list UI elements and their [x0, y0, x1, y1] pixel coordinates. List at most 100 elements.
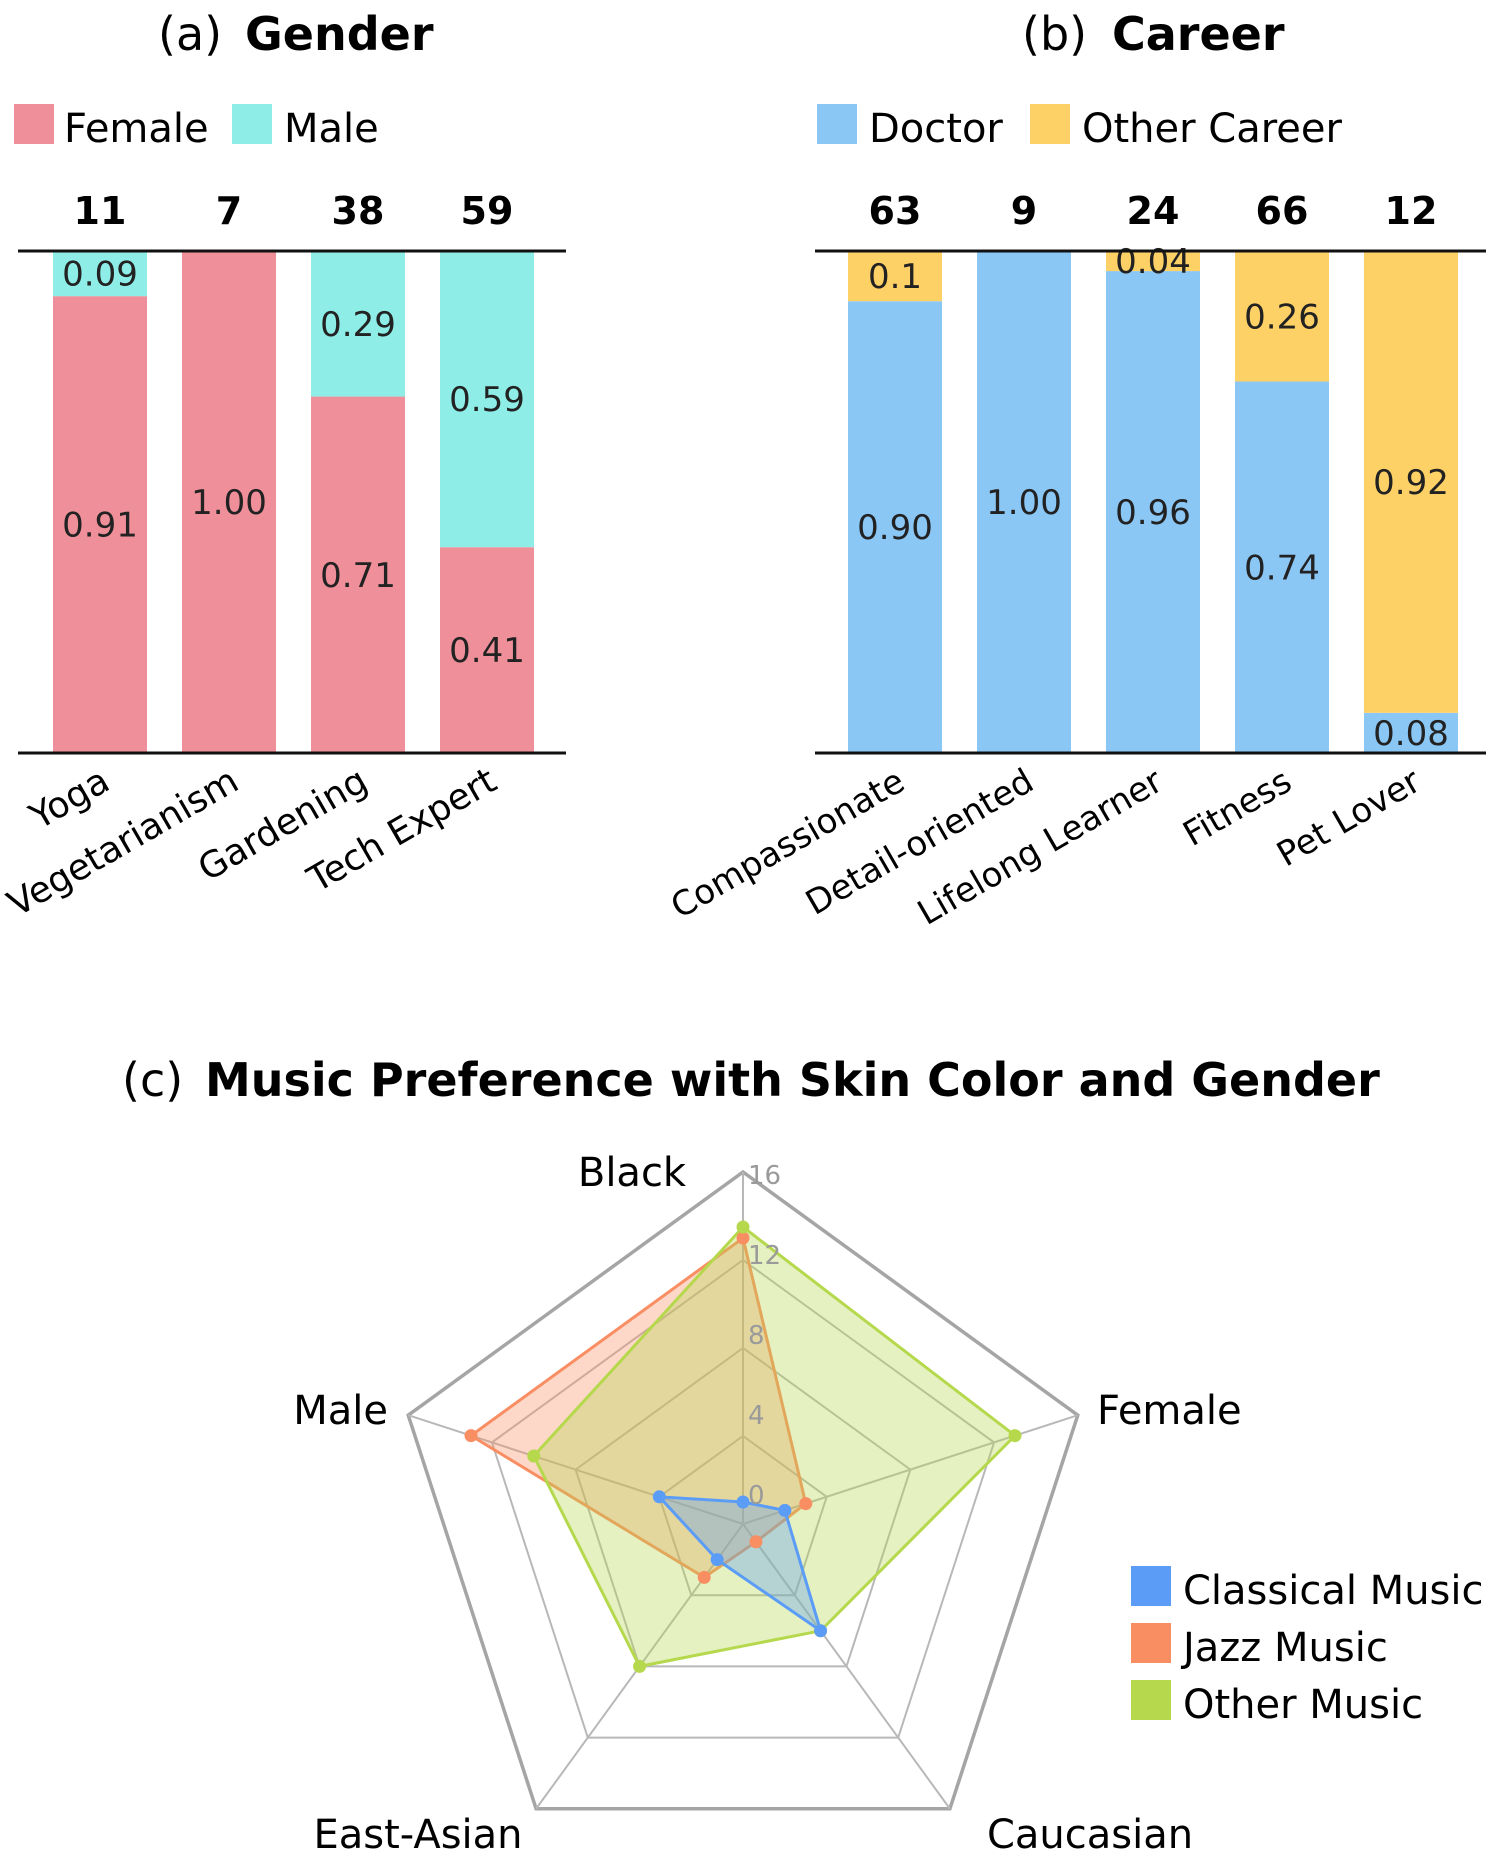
panel-b: (b) Career Doctor Other Career 63 9 24 6…: [664, 7, 1486, 933]
radar-grid-ring: [574, 1346, 912, 1668]
radar-point: [710, 1553, 724, 1567]
radar-point: [697, 1570, 711, 1584]
panel-c-label: (c): [122, 1053, 183, 1107]
bar-value-label: 0.59: [449, 380, 525, 420]
count-labels-b: 63 9 24 66 12: [869, 189, 1438, 233]
bar-value-label: 0.96: [1115, 493, 1191, 533]
bar-value-label: 0.91: [62, 506, 138, 546]
bar-value-label: 1.00: [986, 483, 1062, 523]
panel-a: (a) Gender Female Male 11 7 38 59 0.91 0.…: [1, 7, 566, 925]
bar-value-label: 0.41: [449, 631, 525, 671]
radar-axis-label: East-Asian: [313, 1812, 522, 1858]
bar-female: [440, 547, 534, 753]
category-label: Compassionate: [664, 761, 911, 927]
bar-group-b: [848, 251, 1458, 753]
radar-point: [799, 1497, 813, 1511]
radar-axis-label: Female: [1097, 1388, 1242, 1434]
legend-label-other-music: Other Music: [1183, 1682, 1423, 1728]
bar-group-a: [53, 251, 534, 753]
legend-swatch-male: [232, 104, 272, 144]
bar-doctor: [848, 301, 942, 753]
radar-axis-label: Male: [293, 1388, 388, 1434]
legend-swatch-jazz: [1131, 1623, 1171, 1663]
bar-value-label: 0.26: [1244, 297, 1320, 337]
bar-male: [311, 251, 405, 397]
radar-series-classical-music: [655, 1495, 824, 1635]
bar-female: [311, 396, 405, 753]
radar-spoke: [742, 1523, 951, 1810]
bar-male: [440, 251, 534, 548]
bar-female: [182, 251, 276, 753]
bar-value-label: 0.29: [320, 305, 396, 345]
panel-a-title: Gender: [245, 7, 434, 61]
category-label: Vegetarianism: [1, 760, 246, 925]
legend-label-jazz: Jazz Music: [1180, 1625, 1388, 1671]
bar-male: [53, 251, 147, 297]
panel-c: (c) Music Preference with Skin Color and…: [122, 1053, 1484, 1858]
radar-tick-label: 8: [748, 1321, 765, 1351]
radar-series-other-music: [531, 1224, 1018, 1669]
bar-doctor: [1235, 381, 1329, 753]
bar-value-label: 0.09: [62, 255, 138, 295]
count-label: 63: [869, 189, 922, 233]
radar-grid-ring: [658, 1434, 828, 1597]
radar-series: [464, 1220, 1022, 1673]
radar-series-jazz-music: [468, 1235, 808, 1580]
radar-point: [633, 1659, 647, 1673]
bar-value-label: 0.1: [868, 257, 922, 297]
radar-point: [527, 1449, 541, 1463]
radar-point: [1008, 1429, 1022, 1443]
category-label: Yoga: [22, 760, 116, 838]
radar-tick-label: 12: [748, 1241, 781, 1271]
legend-swatch-female: [14, 104, 54, 144]
legend-swatch-doctor: [817, 104, 857, 144]
count-label: 11: [74, 189, 127, 233]
panel-b-label: (b): [1022, 7, 1087, 61]
legend-label-male: Male: [284, 106, 379, 152]
radar-grid-ring: [490, 1258, 996, 1739]
radar-grid: [406, 1169, 1080, 1811]
bar-value-labels-b: 0.90 0.1 1.00 0.96 0.04 0.74 0.26 0.08 0.92: [857, 242, 1449, 754]
count-label: 7: [216, 189, 242, 233]
radar-spoke: [742, 1414, 1079, 1525]
count-label: 66: [1256, 189, 1309, 233]
category-labels-a: Yoga Vegetarianism Gardening Tech Expert: [1, 760, 504, 925]
radar-grid-ring: [406, 1169, 1080, 1811]
bar-value-label: 1.00: [191, 483, 267, 523]
radar-tick-label: 4: [748, 1401, 765, 1431]
radar-legend: Classical Music Jazz Music Other Music: [1131, 1566, 1484, 1728]
count-label: 38: [332, 189, 385, 233]
count-label: 9: [1011, 189, 1037, 233]
legend-swatch-classical: [1131, 1566, 1171, 1606]
legend-swatch-other-career: [1030, 104, 1070, 144]
bar-value-label: 0.08: [1373, 714, 1449, 754]
bar-doctor: [977, 251, 1071, 753]
count-label: 12: [1385, 189, 1438, 233]
radar-axis-labels: Black Female Caucasian East-Asian Male: [293, 1150, 1241, 1858]
legend-label-female: Female: [64, 106, 209, 152]
radar-point: [814, 1624, 828, 1638]
category-label: Pet Lover: [1270, 761, 1427, 875]
panel-b-title: Career: [1112, 7, 1285, 61]
radar-point: [749, 1535, 763, 1549]
bar-value-label: 0.04: [1115, 242, 1191, 282]
count-label: 59: [461, 189, 514, 233]
radar-point: [778, 1503, 792, 1517]
bar-value-label: 0.90: [857, 508, 933, 548]
panel-c-title: Music Preference with Skin Color and Gen…: [205, 1053, 1380, 1107]
panel-a-label: (a): [158, 7, 222, 61]
legend-label-classical: Classical Music: [1183, 1568, 1484, 1614]
bar-doctor: [1106, 271, 1200, 753]
bar-other-career: [1364, 251, 1458, 713]
radar-point: [464, 1429, 478, 1443]
radar-point: [652, 1490, 666, 1504]
radar-point: [736, 1231, 750, 1245]
radar-tick-labels: 16 12 8 4 0: [748, 1161, 781, 1511]
radar-tick-label: 0: [748, 1481, 765, 1511]
radar-tick-label: 16: [748, 1161, 781, 1191]
radar-spoke: [407, 1414, 744, 1525]
category-labels-b: Compassionate Detail-oriented Lifelong L…: [664, 761, 1427, 933]
bar-other-career: [848, 251, 942, 302]
bar-value-labels-a: 0.91 0.09 1.00 0.71 0.29 0.41 0.59: [62, 255, 525, 672]
